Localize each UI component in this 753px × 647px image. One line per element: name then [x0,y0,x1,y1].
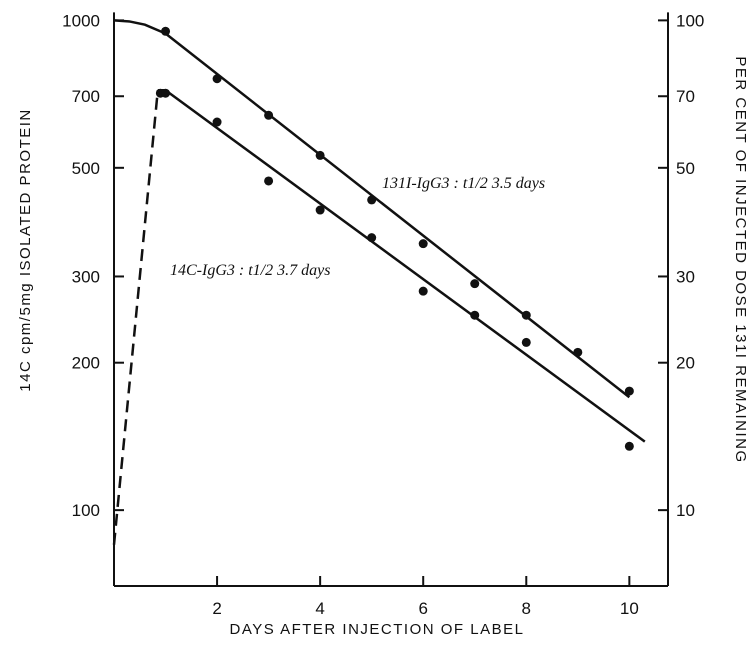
x-tick-label: 4 [315,599,324,618]
axes [113,12,669,587]
data-point-14c [264,176,274,186]
y-right-axis-title: PER CENT OF INJECTED DOSE 131I REMAINING [732,56,749,463]
x-axis-title: DAYS AFTER INJECTION OF LABEL [230,621,525,638]
y-left-tick-label: 500 [72,159,100,178]
y-right-tick-label: 10 [676,501,695,520]
y-left-tick-label: 1000 [62,11,100,30]
data-point-14c [315,205,325,215]
y-left-tick-label: 700 [72,87,100,106]
data-point-131i [418,239,428,249]
data-points [155,26,634,451]
series-annotation-14c: 14C-IgG3 : t1/2 3.7 days [170,262,330,279]
x-tick-label: 6 [418,599,427,618]
y-right-tick-label: 30 [676,267,695,286]
y-left-tick-label: 100 [72,501,100,520]
dashed-rise-line-14c [112,90,160,545]
data-point-131i [573,347,583,357]
y-left-tick-label: 200 [72,354,100,373]
data-point-131i [521,310,531,320]
y-right-tick-label: 50 [676,159,695,178]
data-point-14c [418,286,428,296]
data-point-131i [624,386,634,396]
tick-labels: 2 4 6 8 10 100 200 300 500 700 1000 10 20 30 50 70 100 [62,11,704,618]
data-point-14c [212,117,222,127]
data-point-131i [212,74,222,84]
data-point-131i [315,150,325,160]
y-right-tick-label: 20 [676,354,695,373]
data-point-131i [161,26,171,36]
data-point-131i [470,279,480,289]
fit-line-14c [164,89,646,443]
data-point-14c [470,310,480,320]
y-right-tick-label: 100 [676,11,704,30]
data-point-14c [161,88,171,98]
y-left-axis-title: 14C cpm/5mg ISOLATED PROTEIN [17,108,34,391]
y-left-tick-label: 300 [72,267,100,286]
y-right-tick-label: 70 [676,87,695,106]
data-point-14c [624,441,634,451]
data-point-14c [521,337,531,347]
series-lines [112,19,646,545]
data-point-14c [367,233,377,243]
x-tick-label: 2 [212,599,221,618]
x-tick-label: 10 [620,599,639,618]
x-tick-label: 8 [522,599,531,618]
initial-plateau-curve-131i [113,19,167,35]
data-point-131i [264,110,274,120]
fit-line-131i [164,32,631,399]
data-point-131i [367,195,377,205]
series-annotation-131i: 131I-IgG3 : t1/2 3.5 days [382,175,545,192]
